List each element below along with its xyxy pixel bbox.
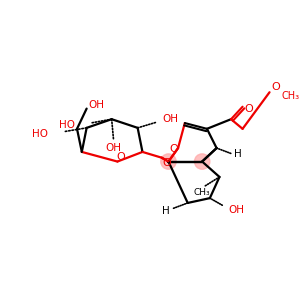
Text: O: O bbox=[116, 152, 125, 162]
Text: H: H bbox=[162, 206, 170, 216]
Text: O: O bbox=[169, 144, 178, 154]
Text: H: H bbox=[234, 149, 242, 159]
Text: O: O bbox=[244, 103, 253, 114]
Text: OH: OH bbox=[88, 100, 104, 110]
Text: CH₃: CH₃ bbox=[281, 91, 299, 101]
Text: O: O bbox=[272, 82, 280, 92]
Text: HO: HO bbox=[59, 120, 75, 130]
Text: OH: OH bbox=[106, 143, 122, 153]
Text: HO: HO bbox=[32, 129, 48, 139]
Text: O: O bbox=[162, 158, 171, 167]
Circle shape bbox=[194, 154, 210, 169]
Text: OH: OH bbox=[162, 114, 178, 124]
Text: CH₃: CH₃ bbox=[194, 188, 211, 197]
Circle shape bbox=[161, 154, 176, 169]
Text: OH: OH bbox=[229, 205, 245, 215]
